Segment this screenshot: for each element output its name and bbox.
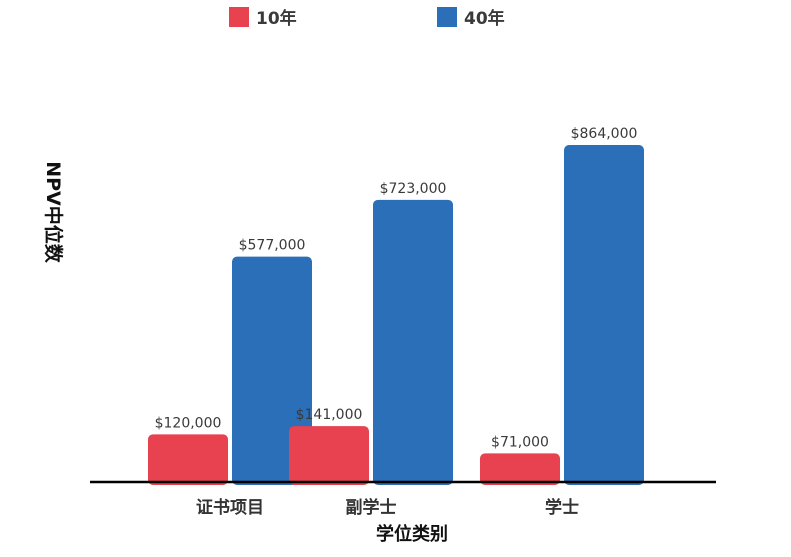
legend-item-10yr: 10年 [229, 7, 297, 29]
x-axis-title: 学位类别 [376, 523, 448, 545]
category-label-1: 证书项目 [196, 498, 264, 518]
value-label-40yr-2: $723,000 [380, 181, 447, 197]
bar-10yr-3 [480, 453, 560, 485]
legend: 10年 40年 [229, 7, 505, 29]
value-label-10yr-1: $120,000 [155, 415, 222, 431]
legend-item-40yr: 40年 [437, 7, 505, 29]
value-label-10yr-3: $71,000 [491, 434, 549, 450]
bar-10yr-1 [148, 434, 228, 485]
category-label-2: 副学士 [346, 497, 397, 518]
legend-label-40yr: 40年 [464, 8, 505, 29]
bar-10yr-2 [289, 426, 369, 485]
bar-40yr-2 [373, 199, 453, 486]
value-label-40yr-1: $577,000 [239, 238, 306, 254]
value-label-40yr-3: $864,000 [571, 126, 638, 142]
value-label-10yr-2: $141,000 [296, 407, 363, 423]
y-axis-title: NPV中位数 [42, 161, 65, 264]
category-labels: 证书项目 副学士 学士 [196, 497, 579, 518]
bars-layer [148, 145, 644, 486]
value-labels-layer: $120,000 $577,000 $141,000 $723,000 $71,000 $… [155, 126, 638, 450]
legend-label-10yr: 10年 [256, 8, 297, 29]
category-label-3: 学士 [545, 497, 579, 518]
legend-swatch-10yr [229, 7, 249, 27]
legend-swatch-40yr [437, 7, 457, 27]
bar-40yr-3 [564, 145, 644, 485]
